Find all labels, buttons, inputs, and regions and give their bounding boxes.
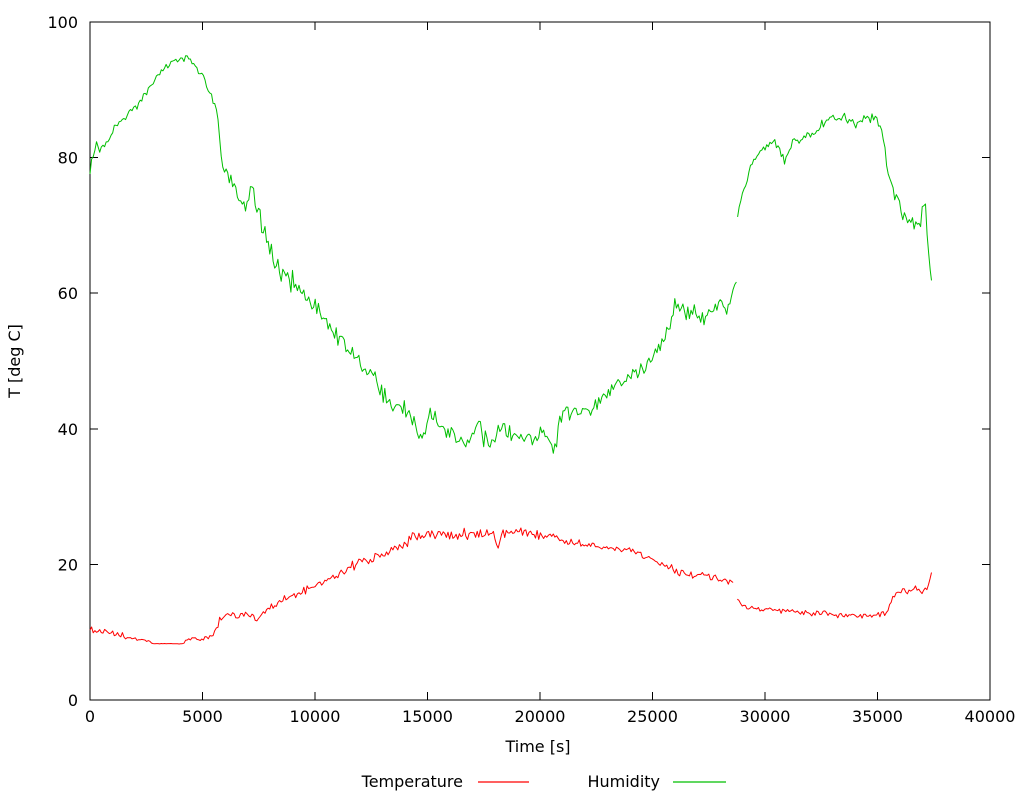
x-tick-label: 40000 bbox=[965, 707, 1016, 726]
y-tick-label: 20 bbox=[58, 555, 78, 574]
x-tick-label: 30000 bbox=[740, 707, 791, 726]
y-tick-label: 60 bbox=[58, 284, 78, 303]
x-tick-label: 5000 bbox=[182, 707, 223, 726]
y-tick-label: 80 bbox=[58, 149, 78, 168]
series-line-humidity bbox=[89, 55, 737, 454]
y-tick-label: 0 bbox=[68, 691, 78, 710]
legend-label-temperature: Temperature bbox=[361, 772, 463, 791]
legend-label-humidity: Humidity bbox=[587, 772, 660, 791]
x-tick-label: 35000 bbox=[852, 707, 903, 726]
series-line-humidity bbox=[737, 112, 932, 281]
legend: Temperature Humidity bbox=[361, 772, 726, 791]
y-tick-label: 100 bbox=[47, 13, 78, 32]
x-tick-label: 0 bbox=[85, 707, 95, 726]
plot-border bbox=[89, 21, 991, 701]
series-line-temperature bbox=[737, 572, 932, 619]
x-tick-label: 25000 bbox=[627, 707, 678, 726]
x-tick-label: 20000 bbox=[515, 707, 566, 726]
y-axis-label: T [deg C] bbox=[5, 324, 24, 399]
x-tick-label: 10000 bbox=[290, 707, 341, 726]
x-axis-label: Time [s] bbox=[504, 737, 570, 756]
data-series bbox=[89, 55, 932, 645]
series-line-temperature bbox=[89, 527, 734, 645]
axis-ticks: 0 5000 10000 15000 20000 25000 30000 35000 40000… bbox=[47, 13, 1015, 726]
x-tick-label: 15000 bbox=[402, 707, 453, 726]
y-tick-label: 40 bbox=[58, 420, 78, 439]
